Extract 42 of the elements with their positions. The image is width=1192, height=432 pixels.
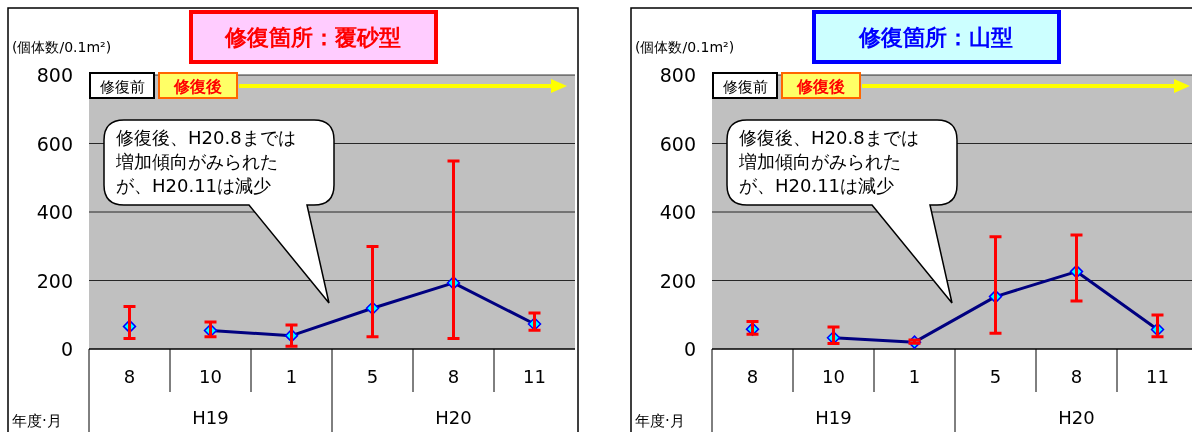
x-tick-label: 8: [447, 366, 460, 387]
annotation: 増加傾向がみられた: [115, 151, 278, 172]
text: H19: [815, 407, 852, 428]
annotation: が、H20.11は減少: [116, 175, 272, 196]
x-tick-label: 10: [199, 366, 222, 387]
annotation: 増加傾向がみられた: [738, 151, 901, 172]
y-tick-label: 0: [60, 338, 73, 360]
annotation: が、H20.11は減少: [739, 175, 895, 196]
y-tick-label: 400: [659, 201, 696, 223]
chart-title: 修復箇所：覆砂型: [224, 25, 401, 50]
x-tick-label: 5: [366, 366, 379, 387]
y-axis-title: (個体数/0.1m²): [635, 39, 735, 55]
y-tick-label: 200: [659, 269, 696, 292]
x-tick-label: 8: [746, 366, 759, 387]
annotation: 修復後: [173, 77, 222, 96]
text: H19: [192, 407, 229, 428]
annotation: 修復前: [99, 78, 145, 96]
y-tick-label: 600: [36, 132, 73, 155]
x-tick-label: 10: [822, 366, 845, 387]
chart-title: 修復箇所：山型: [858, 25, 1013, 50]
x-tick-label: 8: [123, 366, 136, 387]
x-tick-label: 5: [989, 366, 1002, 387]
annotation: 修復後、H20.8までは: [739, 127, 919, 148]
y-tick-label: 800: [659, 64, 696, 86]
x-tick-label: 1: [908, 366, 921, 387]
x-tick-label: 11: [523, 366, 546, 387]
text: H20: [1058, 407, 1095, 428]
y-tick-label: 800: [36, 64, 73, 86]
text: H20: [435, 407, 472, 428]
x-axis-title: 年度·月: [12, 412, 62, 430]
x-tick-label: 11: [1146, 366, 1169, 387]
y-axis-title: (個体数/0.1m²): [12, 39, 112, 55]
y-tick-label: 600: [659, 132, 696, 155]
x-tick-label: 1: [285, 366, 298, 387]
annotation: 修復後: [796, 77, 845, 96]
y-tick-label: 400: [36, 201, 73, 223]
annotation: 修復後、H20.8までは: [116, 127, 296, 148]
x-tick-label: 8: [1070, 366, 1083, 387]
y-tick-label: 0: [683, 338, 696, 360]
y-tick-label: 200: [36, 269, 73, 292]
x-axis-title: 年度·月: [635, 412, 685, 430]
annotation: 修復前: [722, 78, 768, 96]
